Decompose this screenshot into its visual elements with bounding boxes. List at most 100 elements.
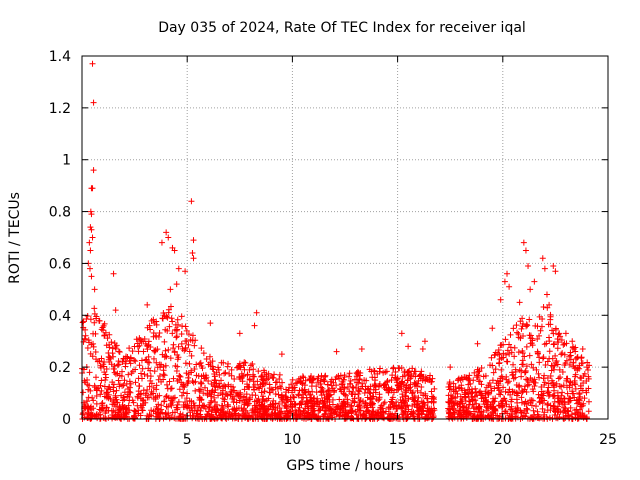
data-point: [250, 378, 257, 385]
data-point: [92, 374, 99, 381]
data-point: [197, 379, 204, 386]
data-point: [578, 375, 585, 382]
data-point: [333, 348, 340, 355]
data-point: [445, 399, 452, 406]
data-point: [151, 368, 158, 375]
data-point: [456, 411, 463, 418]
data-point: [255, 384, 262, 391]
data-point: [461, 391, 468, 398]
data-point: [580, 400, 587, 407]
data-point: [220, 411, 227, 418]
data-point: [557, 374, 564, 381]
data-point: [100, 327, 107, 334]
data-point: [551, 392, 558, 399]
data-point: [481, 401, 488, 408]
data-point: [492, 366, 499, 373]
data-point: [566, 353, 573, 360]
data-point: [91, 286, 98, 293]
data-point: [478, 395, 485, 402]
data-point: [321, 404, 328, 411]
data-point: [142, 340, 149, 347]
data-point: [140, 397, 147, 404]
data-point: [161, 312, 168, 319]
data-point: [97, 391, 104, 398]
data-point: [117, 405, 124, 412]
data-point: [503, 401, 510, 408]
data-point: [125, 402, 132, 409]
data-point: [245, 412, 252, 419]
data-point: [405, 343, 412, 350]
data-point: [82, 332, 89, 339]
data-point: [482, 394, 489, 401]
data-point: [457, 393, 464, 400]
data-point: [110, 384, 117, 391]
data-point: [208, 407, 215, 414]
data-point: [529, 397, 536, 404]
data-point: [465, 381, 472, 388]
data-point: [80, 324, 87, 331]
data-point: [550, 263, 557, 270]
data-point: [237, 364, 244, 371]
data-point: [381, 384, 388, 391]
data-point: [336, 412, 343, 419]
data-point: [198, 380, 205, 387]
data-point: [569, 338, 576, 345]
data-point: [145, 365, 152, 372]
data-point: [523, 410, 530, 417]
data-point: [229, 395, 236, 402]
data-point: [559, 369, 566, 376]
data-point: [189, 412, 196, 419]
data-point: [277, 411, 284, 418]
data-point: [485, 391, 492, 398]
data-point: [97, 364, 104, 371]
x-tick-label: 0: [78, 432, 87, 448]
data-point: [500, 354, 507, 361]
data-point: [136, 383, 143, 390]
data-point: [126, 393, 133, 400]
data-point: [193, 361, 200, 368]
data-point: [545, 380, 552, 387]
data-point: [557, 408, 564, 415]
data-point: [394, 375, 401, 382]
y-tick-label: 0.4: [49, 308, 71, 324]
data-point: [219, 383, 226, 390]
data-point: [137, 337, 144, 344]
data-point: [87, 387, 94, 394]
data-point: [99, 406, 106, 413]
data-point: [116, 372, 123, 379]
data-point: [506, 341, 513, 348]
data-point: [145, 415, 152, 422]
data-point: [333, 374, 340, 381]
data-point: [153, 359, 160, 366]
data-point: [134, 343, 141, 350]
data-point: [222, 369, 229, 376]
data-point: [107, 395, 114, 402]
data-point: [184, 380, 191, 387]
data-point: [533, 366, 540, 373]
data-point: [175, 265, 182, 272]
data-point: [261, 388, 268, 395]
data-point: [84, 312, 91, 319]
data-point: [309, 388, 316, 395]
data-point: [82, 405, 89, 412]
y-tick-label: 1.2: [49, 101, 71, 117]
data-point: [88, 211, 95, 218]
data-point: [446, 386, 453, 393]
data-point: [113, 387, 120, 394]
data-point: [503, 373, 510, 380]
x-axis-tick-labels: 0 5 10 15 20 25: [78, 432, 617, 448]
data-point: [175, 398, 182, 405]
data-point: [126, 345, 133, 352]
data-point: [402, 392, 409, 399]
data-point: [546, 301, 553, 308]
data-point: [540, 392, 547, 399]
data-point: [140, 348, 147, 355]
data-point: [112, 413, 119, 420]
data-point: [273, 379, 280, 386]
data-point: [110, 407, 117, 414]
data-point: [326, 405, 333, 412]
data-point: [532, 322, 539, 329]
data-point: [156, 361, 163, 368]
data-point: [141, 335, 148, 342]
data-point: [208, 380, 215, 387]
